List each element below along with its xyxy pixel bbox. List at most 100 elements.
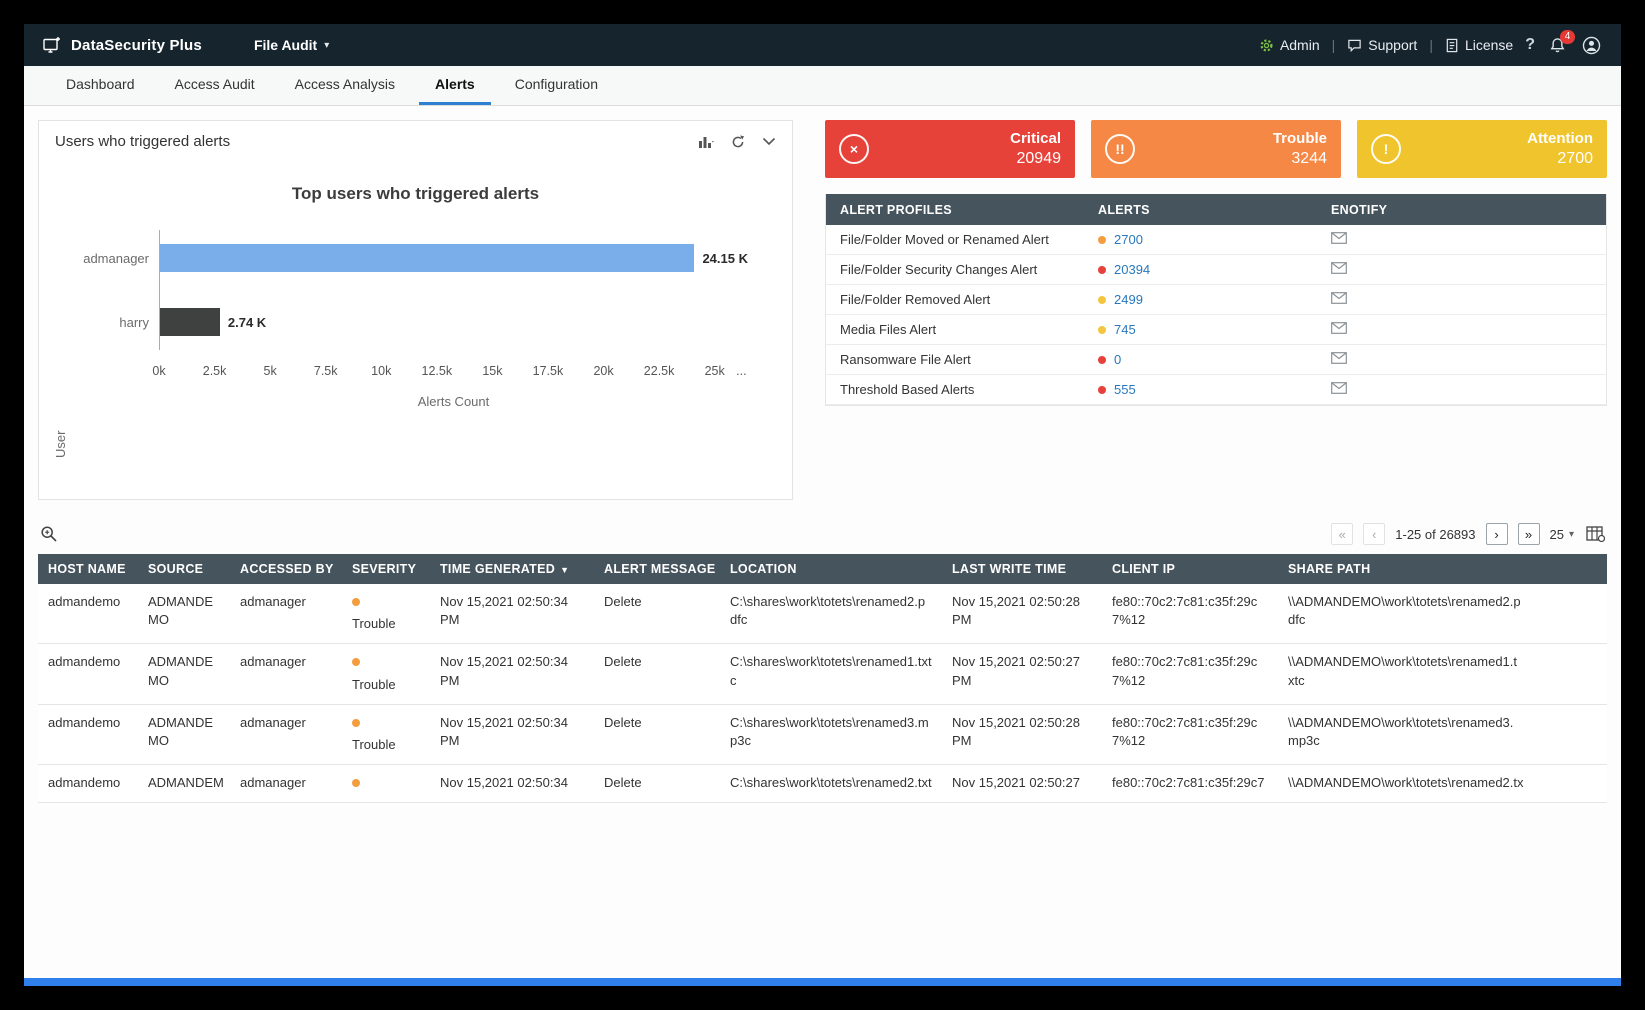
tab-access-analysis[interactable]: Access Analysis: [294, 76, 396, 92]
x-tick-label: 20k: [593, 364, 614, 378]
attention-card[interactable]: ! Attention 2700: [1357, 120, 1607, 178]
page-size-select[interactable]: 25 ▾: [1549, 526, 1575, 542]
x-tick-label: 25k: [704, 364, 725, 378]
brand-name: DataSecurity Plus: [71, 36, 202, 54]
critical-card[interactable]: × Critical 20949: [825, 120, 1075, 178]
alerts-grid-section: « ‹ 1-25 of 26893 › » 25 ▾ HOST NAME: [24, 514, 1621, 978]
collapse-chevron-icon[interactable]: [762, 137, 776, 146]
prev-page-button[interactable]: ‹: [1363, 523, 1386, 545]
host-cell: admandemo: [48, 654, 121, 670]
alert-count-link[interactable]: 555: [1114, 382, 1136, 397]
location-cell: C:\shares\work\totets\renamed3.mp3c: [730, 714, 929, 748]
table-row[interactable]: admandemo ADMANDEMO admanager Trouble No…: [38, 644, 1607, 705]
client-ip-cell: fe80::70c2:7c81:c35f:29c7: [1112, 775, 1265, 791]
alert-message-cell: Delete: [604, 775, 642, 791]
search-icon[interactable]: [38, 525, 60, 543]
col-header: ALERTS: [1098, 202, 1150, 217]
alert-profiles-table: ALERT PROFILES ALERTS ENOTIFY File/Folde…: [825, 194, 1607, 406]
col-alert-message[interactable]: ALERT MESSAGE: [604, 562, 716, 576]
category-label: harry: [119, 314, 149, 330]
trouble-card[interactable]: !! Trouble 3244: [1091, 120, 1341, 178]
separator: |: [1331, 37, 1336, 53]
status-label: Attention: [1527, 130, 1593, 147]
alert-count-link[interactable]: 2700: [1114, 232, 1143, 247]
module-selector[interactable]: File Audit ▾: [254, 37, 329, 53]
time-generated-cell: Nov 15,2021 02:50:34 PM: [440, 714, 568, 748]
table-row[interactable]: admandemo ADMANDEMO admanager Trouble No…: [38, 704, 1607, 766]
topbar-right: Admin | Support | License ? 4: [1259, 29, 1603, 55]
profile-name: Ransomware File Alert: [840, 352, 971, 367]
alert-message-cell: Delete: [604, 594, 642, 609]
alert-count-link[interactable]: 20394: [1114, 262, 1151, 277]
alert-profiles-header: ALERT PROFILES ALERTS ENOTIFY: [826, 194, 1606, 225]
col-location[interactable]: LOCATION: [730, 562, 797, 576]
chart-card-tools: [698, 134, 776, 150]
profile-row: Media Files Alert 745: [826, 315, 1606, 345]
chart-type-button[interactable]: [698, 135, 714, 149]
col-accessed-by[interactable]: ACCESSED BY: [240, 562, 334, 576]
profile-row: File/Folder Security Changes Alert 20394: [826, 255, 1606, 285]
share-path-cell: \\ADMANDEMO\work\totets\renamed3.mp3c: [1288, 714, 1514, 748]
license-doc-icon: [1445, 38, 1459, 53]
notifications-button[interactable]: 4: [1547, 29, 1575, 54]
column-chooser-icon[interactable]: [1584, 526, 1607, 542]
double-exclamation-icon: !!: [1105, 134, 1135, 164]
alerts-grid-header: HOST NAME SOURCE ACCESSED BY SEVERITY TI…: [38, 554, 1607, 584]
bottom-scroll-strip[interactable]: [24, 978, 1621, 986]
source-cell: ADMANDEM: [148, 775, 224, 791]
account-button[interactable]: [1580, 36, 1603, 55]
status-value: 3244: [1291, 150, 1327, 167]
bar-row: harry 2.74 K: [39, 290, 748, 354]
alerts-summary-panel: × Critical 20949 !! Trouble 3244: [825, 120, 1607, 500]
envelope-icon[interactable]: [1331, 292, 1347, 304]
col-severity[interactable]: SEVERITY: [352, 562, 417, 576]
help-icon[interactable]: ?: [1525, 36, 1535, 53]
pagination-range: 1-25 of 26893: [1395, 526, 1476, 542]
tab-alerts[interactable]: Alerts: [419, 66, 491, 105]
alert-count-link[interactable]: 0: [1114, 352, 1122, 367]
exclamation-icon: !: [1371, 134, 1401, 164]
envelope-icon[interactable]: [1331, 382, 1347, 394]
first-page-button[interactable]: «: [1331, 523, 1354, 545]
col-source[interactable]: SOURCE: [148, 562, 204, 576]
profile-name: Threshold Based Alerts: [840, 382, 975, 397]
app-logo-icon: [42, 35, 62, 55]
tab-access-audit[interactable]: Access Audit: [174, 76, 255, 92]
col-time-generated[interactable]: TIME GENERATED ▼: [440, 562, 570, 576]
alert-count-link[interactable]: 745: [1114, 322, 1136, 337]
table-row[interactable]: admandemo ADMANDEM admanager Nov 15,2021…: [38, 765, 1607, 804]
bar-admanager: [159, 244, 695, 272]
accessed-by-cell: admanager: [240, 594, 306, 609]
support-link[interactable]: Support: [1347, 37, 1417, 53]
client-ip-cell: fe80::70c2:7c81:c35f:29c7%12: [1112, 714, 1258, 748]
x-tick-label: 12.5k: [421, 364, 453, 378]
envelope-icon[interactable]: [1331, 232, 1347, 244]
next-page-button[interactable]: ›: [1485, 523, 1508, 545]
col-last-write-time[interactable]: LAST WRITE TIME: [952, 562, 1067, 576]
location-cell: C:\shares\work\totets\renamed2.pdfc: [730, 594, 926, 628]
user-icon: [1582, 36, 1601, 55]
envelope-icon[interactable]: [1331, 262, 1347, 274]
alert-count-link[interactable]: 2499: [1114, 292, 1143, 307]
source-cell: ADMANDEMO: [148, 654, 214, 688]
refresh-icon[interactable]: [730, 134, 746, 150]
x-tick-label: 5k: [263, 364, 277, 378]
x-axis-label: Alerts Count: [417, 394, 490, 409]
time-generated-cell: Nov 15,2021 02:50:34 PM: [440, 594, 568, 628]
col-share-path[interactable]: SHARE PATH: [1288, 562, 1371, 576]
license-link[interactable]: License: [1445, 37, 1513, 53]
tab-configuration[interactable]: Configuration: [514, 76, 598, 92]
last-page-button[interactable]: »: [1517, 523, 1540, 545]
table-row[interactable]: admandemo ADMANDEMO admanager Trouble No…: [38, 584, 1607, 645]
tab-dashboard[interactable]: Dashboard: [66, 76, 135, 92]
envelope-icon[interactable]: [1331, 352, 1347, 364]
source-cell: ADMANDEMO: [148, 714, 214, 748]
admin-link[interactable]: Admin: [1259, 37, 1320, 53]
envelope-icon[interactable]: [1331, 322, 1347, 334]
col-host-name[interactable]: HOST NAME: [48, 562, 126, 576]
bar-value-label: 24.15 K: [702, 250, 748, 266]
time-generated-cell: Nov 15,2021 02:50:34 PM: [440, 654, 568, 688]
alert-message-cell: Delete: [604, 654, 642, 670]
share-path-cell: \\ADMANDEMO\work\totets\renamed2.tx: [1288, 775, 1524, 791]
col-client-ip[interactable]: CLIENT IP: [1112, 562, 1176, 576]
